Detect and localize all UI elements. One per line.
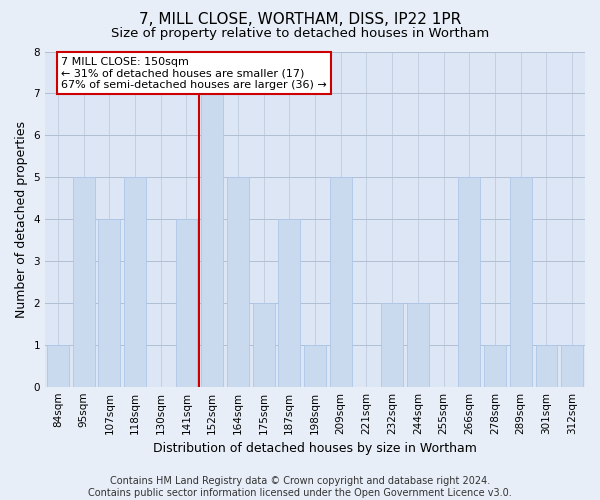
Bar	[536, 345, 557, 387]
Bar	[510, 177, 532, 386]
Bar	[176, 219, 197, 386]
Bar	[381, 303, 403, 386]
X-axis label: Distribution of detached houses by size in Wortham: Distribution of detached houses by size …	[153, 442, 477, 455]
Text: 7, MILL CLOSE, WORTHAM, DISS, IP22 1PR: 7, MILL CLOSE, WORTHAM, DISS, IP22 1PR	[139, 12, 461, 28]
Bar	[73, 177, 95, 386]
Text: Size of property relative to detached houses in Wortham: Size of property relative to detached ho…	[111, 28, 489, 40]
Bar	[227, 177, 249, 386]
Bar	[278, 219, 300, 386]
Bar	[47, 345, 69, 387]
Bar	[201, 94, 223, 387]
Text: 7 MILL CLOSE: 150sqm
← 31% of detached houses are smaller (17)
67% of semi-detac: 7 MILL CLOSE: 150sqm ← 31% of detached h…	[61, 56, 327, 90]
Bar	[98, 219, 120, 386]
Bar	[304, 345, 326, 387]
Bar	[458, 177, 480, 386]
Bar	[330, 177, 352, 386]
Bar	[484, 345, 506, 387]
Bar	[124, 177, 146, 386]
Bar	[561, 345, 583, 387]
Text: Contains HM Land Registry data © Crown copyright and database right 2024.
Contai: Contains HM Land Registry data © Crown c…	[88, 476, 512, 498]
Bar	[253, 303, 275, 386]
Y-axis label: Number of detached properties: Number of detached properties	[15, 120, 28, 318]
Bar	[407, 303, 429, 386]
